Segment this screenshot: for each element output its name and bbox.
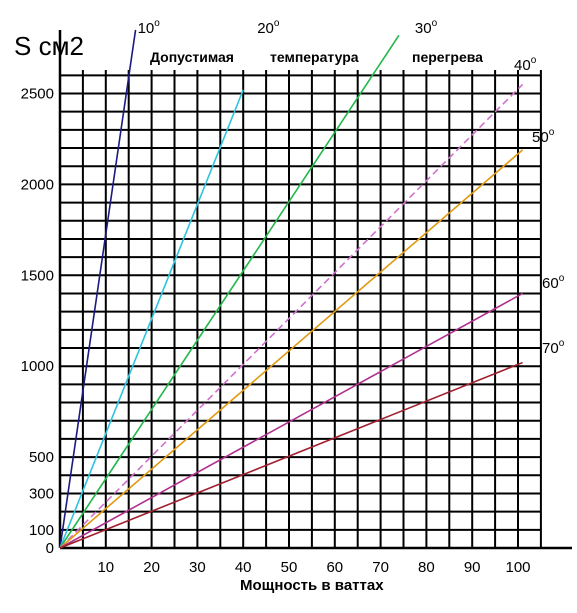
series-line-60 [59,292,523,549]
series-label-50: 50o [532,127,555,146]
series-line-30 [59,34,400,549]
series-label-60: 60o [542,273,565,292]
series-label-value: 70 [542,340,559,357]
title-word-3: перегрева [412,49,483,65]
degree-mark: o [154,18,160,29]
x-tick-label: 20 [143,559,160,576]
series-line-40 [59,83,524,549]
series-label-40: 40o [514,55,537,74]
title-word-1: Допустимая [150,49,234,65]
x-tick-label: 70 [372,559,389,576]
x-tick-label: 40 [235,559,252,576]
grid [58,30,572,550]
title-word-2: температура [270,49,359,65]
y-tick-label: 0 [46,540,54,557]
x-axis-label: Мощность в ваттах [240,577,384,594]
series-lines [59,29,524,549]
degree-mark: o [559,338,565,349]
y-tick-label: 1000 [21,358,54,375]
degree-mark: o [559,273,565,284]
degree-mark: o [531,55,537,66]
y-tick-label: 2500 [21,86,54,103]
series-line-50 [59,149,524,549]
y-tick-label: 100 [29,522,54,539]
x-tick-label: 100 [505,559,530,576]
series-line-20 [59,89,244,549]
x-tick-label: 10 [97,559,114,576]
degree-mark: o [432,18,438,29]
series-label-30: 30o [415,18,438,37]
series-label-value: 30 [415,20,432,37]
series-label-value: 20 [257,20,274,37]
x-tick-label: 50 [281,559,298,576]
series-label-10: 10o [138,18,161,37]
series-line-70 [59,361,523,549]
series-label-value: 50 [532,129,549,146]
degree-mark: o [274,18,280,29]
y-tick-label: 1500 [21,267,54,284]
series-label-20: 20o [257,18,280,37]
x-tick-label: 90 [464,559,481,576]
x-tick-label: 60 [326,559,343,576]
y-tick-label: 2000 [21,176,54,193]
y-tick-label: 500 [29,449,54,466]
y-axis-label: S см2 [14,31,84,61]
x-tick-label: 30 [189,559,206,576]
y-tick-label: 300 [29,485,54,502]
series-label-value: 40 [514,57,531,74]
series-label-value: 10 [138,20,155,37]
x-tick-label: 80 [418,559,435,576]
series-line-10 [59,29,137,549]
degree-mark: o [549,127,555,138]
series-label-70: 70o [542,338,565,357]
series-label-value: 60 [542,275,559,292]
